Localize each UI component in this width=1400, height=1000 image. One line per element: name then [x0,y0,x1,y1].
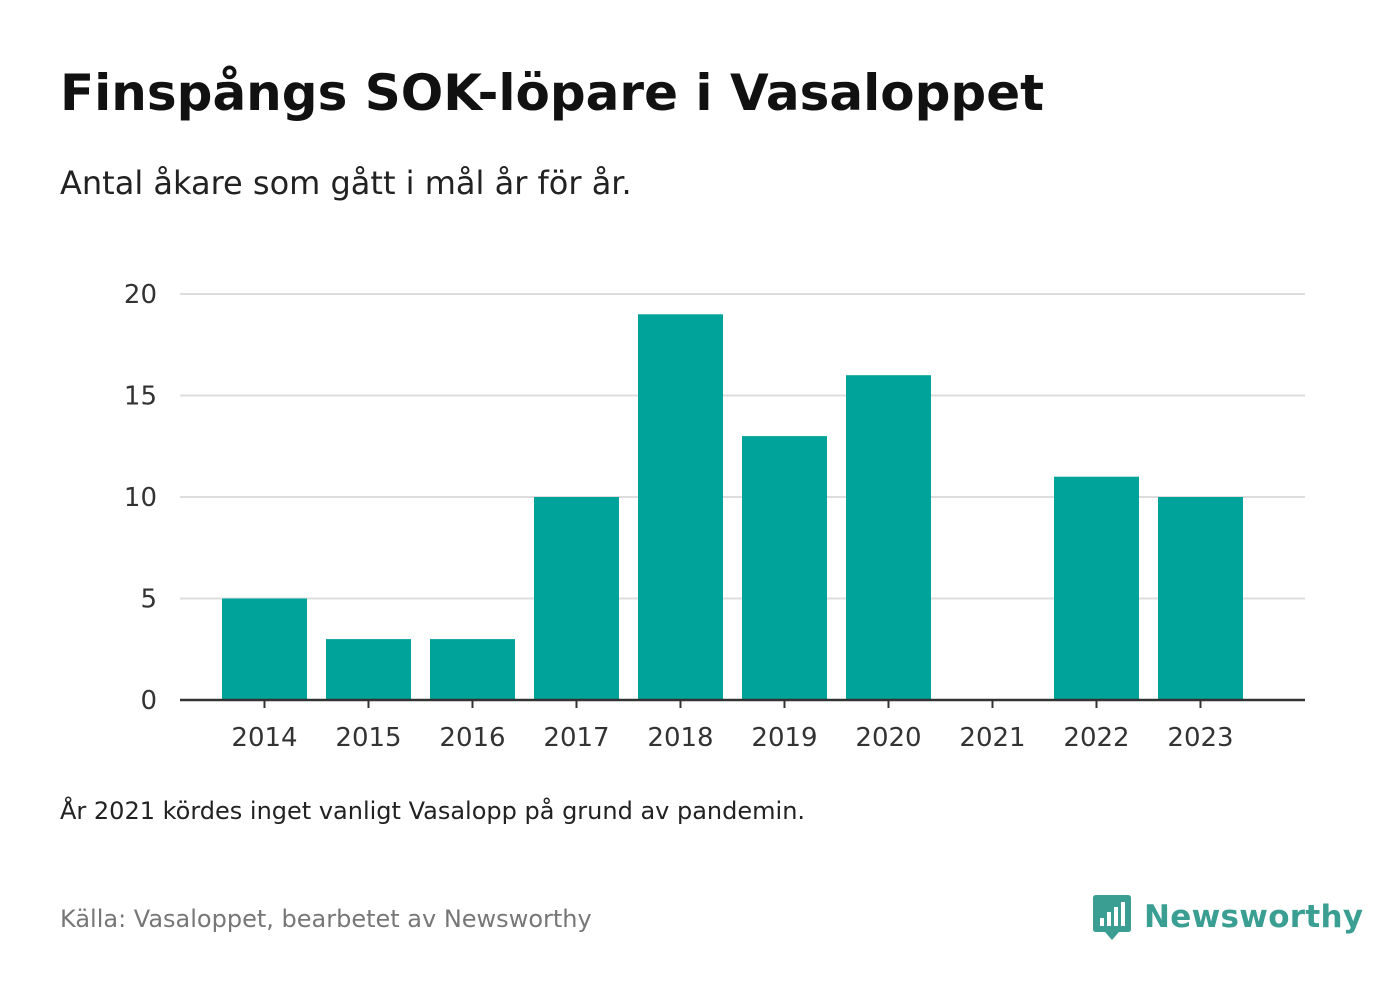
x-tick-label-2016: 2016 [439,723,505,753]
x-tick-label-2022: 2022 [1063,723,1129,753]
x-tick-label-2019: 2019 [751,723,817,753]
x-tick-label-2020: 2020 [855,723,921,753]
y-tick-label-5: 5 [140,585,157,615]
newsworthy-logo-icon [1093,895,1131,940]
bar-2023 [1158,497,1243,700]
y-tick-label-0: 0 [140,686,157,716]
axes: 0 5 10 15 20 2014 2015 2016 2017 2018 2019 2020 2021… [124,280,1305,753]
bar-2016 [430,639,515,700]
newsworthy-logo: Newsworthy [1092,892,1363,942]
x-tick-label-2014: 2014 [231,723,297,753]
bar-2020 [846,375,931,700]
chart-title: Finspångs SOK-löpare i Vasaloppet [60,64,1045,122]
x-tick-label-2017: 2017 [543,723,609,753]
x-tick-label-2023: 2023 [1167,723,1233,753]
bar-2014 [222,598,307,700]
bar-2017 [534,497,619,700]
source-credit: Källa: Vasaloppet, bearbetet av Newswort… [60,905,592,933]
bar-2015 [326,639,411,700]
x-tick-label-2021: 2021 [959,723,1025,753]
bar-2018 [638,314,723,700]
chart-note: År 2021 kördes inget vanligt Vasalopp på… [60,797,806,825]
y-tick-label-20: 20 [124,280,157,310]
brand-name: Newsworthy [1144,899,1364,935]
chart-subtitle: Antal åkare som gått i mål år för år. [60,164,632,202]
x-tick-label-2015: 2015 [335,723,401,753]
bar-2022 [1054,476,1139,700]
y-tick-label-15: 15 [124,382,157,412]
y-tick-label-10: 10 [124,483,157,513]
x-tick-label-2018: 2018 [647,723,713,753]
bars [222,314,1243,700]
bar-2019 [742,436,827,700]
